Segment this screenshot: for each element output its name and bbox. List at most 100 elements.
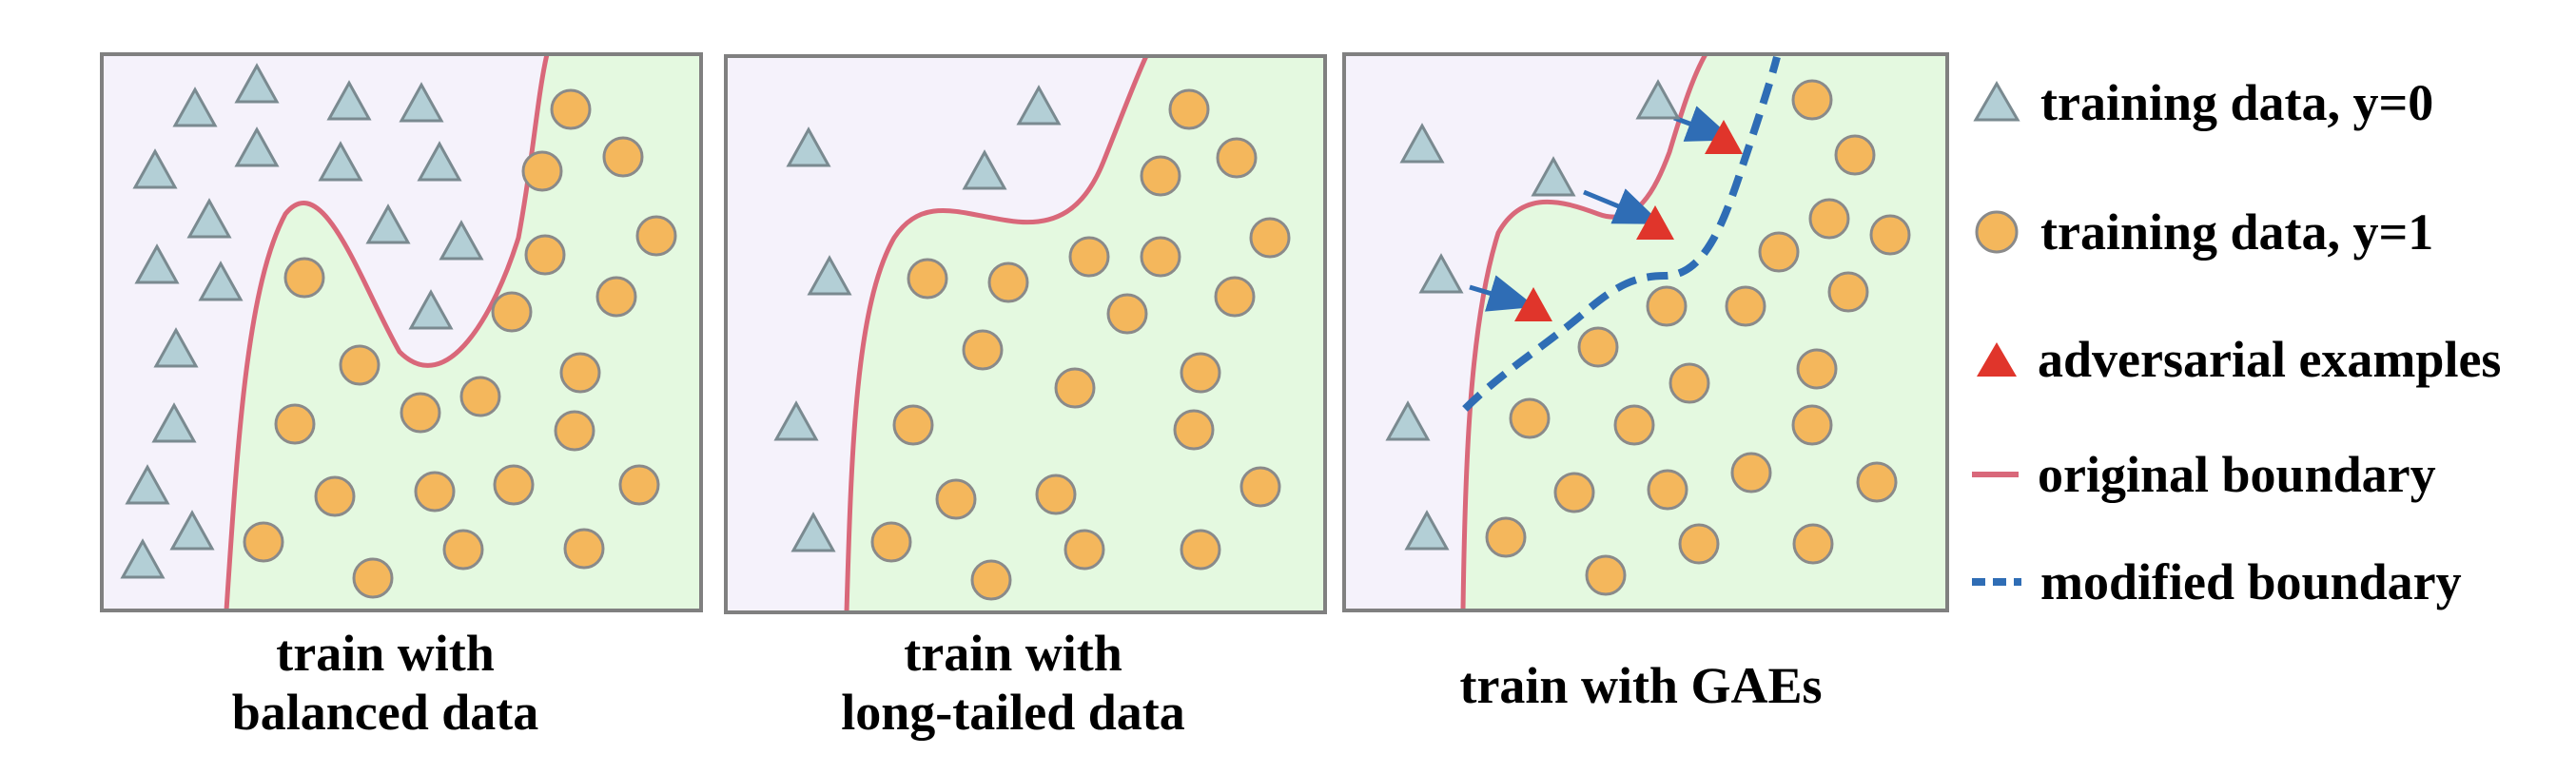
data-point-circle xyxy=(1180,529,1221,571)
data-point-circle xyxy=(1168,88,1210,130)
data-point-circle xyxy=(1856,461,1898,503)
data-point-circle xyxy=(1577,326,1619,368)
data-point-triangle xyxy=(172,87,218,127)
modified-boundary-line xyxy=(1462,55,1781,412)
data-point-circle xyxy=(987,261,1029,303)
data-point-triangle xyxy=(417,141,462,182)
data-point-circle xyxy=(1678,523,1720,565)
legend-label-class1: training data, y=1 xyxy=(2040,203,2434,261)
adversarial-example xyxy=(1636,205,1674,240)
adversarial-example xyxy=(1514,287,1552,321)
data-point-circle xyxy=(1730,452,1772,493)
data-point-circle xyxy=(521,150,563,192)
data-point-circle xyxy=(283,257,325,299)
data-point-triangle xyxy=(790,512,836,552)
data-point-circle xyxy=(1792,523,1834,565)
data-point-circle xyxy=(442,529,484,571)
caption-line: balanced data xyxy=(231,684,539,741)
data-point-circle xyxy=(1585,554,1627,596)
data-point-circle xyxy=(618,464,660,506)
data-point-triangle xyxy=(1399,123,1445,164)
data-point-circle xyxy=(352,557,394,599)
panel-gaes xyxy=(1342,52,1949,612)
data-point-circle xyxy=(1140,236,1181,278)
data-point-triangle xyxy=(186,198,232,239)
data-point-circle xyxy=(1791,404,1833,446)
data-point-circle xyxy=(491,291,533,333)
red-triangle-icon xyxy=(1977,342,2017,377)
legend-label-adversarial: adversarial examples xyxy=(2038,331,2502,388)
data-point-circle xyxy=(554,410,595,452)
data-point-triangle xyxy=(151,402,197,443)
data-point-circle xyxy=(339,344,381,386)
data-point-circle xyxy=(1509,397,1551,439)
data-point-circle xyxy=(1068,236,1110,278)
data-point-circle xyxy=(1758,231,1800,273)
data-point-circle xyxy=(595,276,637,318)
data-point-circle xyxy=(274,403,316,445)
data-point-circle xyxy=(1808,198,1850,240)
caption-line: train with xyxy=(904,625,1122,682)
caption-long-tailed: train with long-tailed data xyxy=(761,624,1265,742)
circle-icon xyxy=(1975,210,2019,254)
legend-label-modified: modified boundary xyxy=(2040,553,2462,610)
data-point-triangle xyxy=(807,255,852,296)
data-point-circle xyxy=(1613,404,1655,446)
data-point-circle xyxy=(1791,79,1833,121)
data-point-circle xyxy=(1214,276,1256,318)
data-point-circle xyxy=(550,88,592,130)
caption-balanced: train with balanced data xyxy=(133,624,637,742)
data-point-triangle xyxy=(234,126,280,167)
legend-label-class0: training data, y=0 xyxy=(2040,74,2434,131)
original-boundary-line xyxy=(844,56,1149,612)
data-point-circle xyxy=(1035,474,1077,515)
data-point-triangle xyxy=(153,327,199,368)
data-point-triangle xyxy=(198,261,244,301)
data-point-circle xyxy=(1647,469,1688,511)
data-point-circle xyxy=(970,559,1012,601)
data-point-triangle xyxy=(120,538,166,579)
data-point-triangle xyxy=(1635,79,1681,120)
data-point-triangle xyxy=(399,82,444,123)
data-point-circle xyxy=(870,521,912,563)
data-point-circle xyxy=(1827,271,1869,313)
attack-arrow xyxy=(1469,275,1536,312)
data-point-triangle xyxy=(132,148,178,189)
class1-region xyxy=(847,56,1325,612)
data-point-triangle xyxy=(1385,400,1431,441)
panel-balanced xyxy=(100,52,703,612)
data-point-triangle xyxy=(318,141,363,182)
data-point-circle xyxy=(563,528,605,570)
data-point-triangle xyxy=(234,63,280,104)
data-point-circle xyxy=(314,475,356,517)
data-point-circle xyxy=(1485,516,1527,558)
data-point-circle xyxy=(459,376,501,417)
data-point-circle xyxy=(493,464,535,506)
data-point-circle xyxy=(1669,362,1710,404)
data-point-circle xyxy=(1180,352,1221,394)
data-point-circle xyxy=(635,215,677,257)
data-point-triangle xyxy=(134,243,180,284)
class1-region xyxy=(226,54,701,610)
data-point-circle xyxy=(1216,137,1258,179)
data-point-triangle xyxy=(439,220,484,261)
data-point-circle xyxy=(414,471,456,513)
data-point-circle xyxy=(400,392,441,434)
data-point-triangle xyxy=(169,510,215,551)
data-point-circle xyxy=(1725,285,1766,327)
original-boundary-line xyxy=(224,54,550,610)
data-point-triangle xyxy=(326,80,372,121)
data-point-circle xyxy=(1140,155,1181,197)
data-point-circle xyxy=(1173,409,1215,451)
data-point-circle xyxy=(243,521,284,563)
data-point-circle xyxy=(1054,367,1096,409)
data-point-triangle xyxy=(125,464,170,505)
data-point-triangle xyxy=(1418,253,1464,294)
data-point-circle xyxy=(1106,293,1148,335)
triangle-icon xyxy=(1973,81,2020,122)
legend-icons xyxy=(1972,81,2021,586)
data-point-circle xyxy=(1064,529,1105,571)
caption-line: long-tailed data xyxy=(841,684,1185,741)
data-point-triangle xyxy=(786,126,831,167)
